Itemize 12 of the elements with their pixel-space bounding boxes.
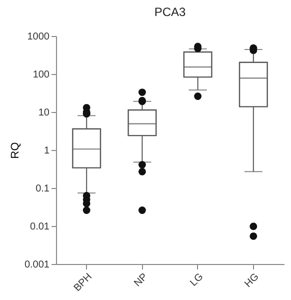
y-tick-label: 0.01 [30, 222, 50, 232]
y-tick-label: 10 [38, 108, 50, 118]
x-tick-label: HG [242, 271, 262, 290]
y-axis-title: RQ [9, 142, 22, 159]
y-tick-label: 0.1 [36, 184, 50, 194]
y-tick-label: 100 [32, 70, 50, 80]
x-tick-label: NP [132, 271, 150, 290]
x-tick-label: LG [188, 271, 206, 289]
y-tick-label: 1 [44, 146, 50, 156]
y-tick-label: 1000 [27, 32, 50, 42]
y-tick-label: 0.001 [24, 260, 50, 270]
chart-title: PCA3 [154, 5, 186, 19]
